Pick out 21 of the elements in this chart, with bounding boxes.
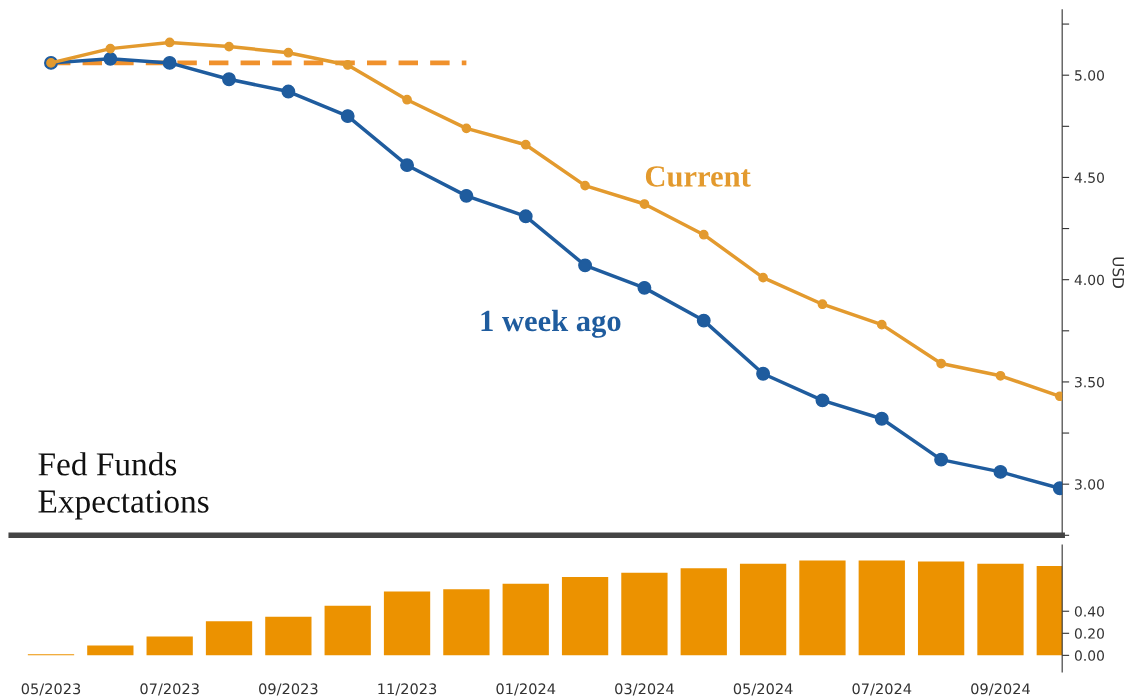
x-tick-label: 07/2023 [140,683,199,696]
x-tick-label: 05/2023 [21,683,81,696]
y-tick-label: 3.00 [1075,479,1104,490]
y-tick-label: 0.40 [1074,606,1104,617]
y-tick-label: 5.00 [1075,70,1104,81]
y-tick-label: 4.00 [1074,274,1104,286]
y-axis-title: USD [1112,257,1124,288]
x-tick-label: 03/2024 [615,683,674,696]
text: Fed Funds Expectations [38,452,209,520]
x-tick-label: 09/2024 [971,683,1030,696]
y-tick-label: 3.50 [1075,376,1104,388]
y-tick-label: 4.50 [1074,172,1104,183]
series-label: 1 week ago [481,309,621,338]
y-tick-label: 0.00 [1074,650,1104,661]
y-tick-label: 0.20 [1074,628,1104,639]
series-label: Current [645,166,751,187]
x-tick-label: 07/2024 [852,683,912,696]
x-tick-label: 11/2023 [378,683,437,696]
x-tick-label: 01/2024 [496,683,556,696]
x-tick-label: 05/2024 [733,683,793,696]
x-tick-label: 09/2023 [259,683,318,696]
